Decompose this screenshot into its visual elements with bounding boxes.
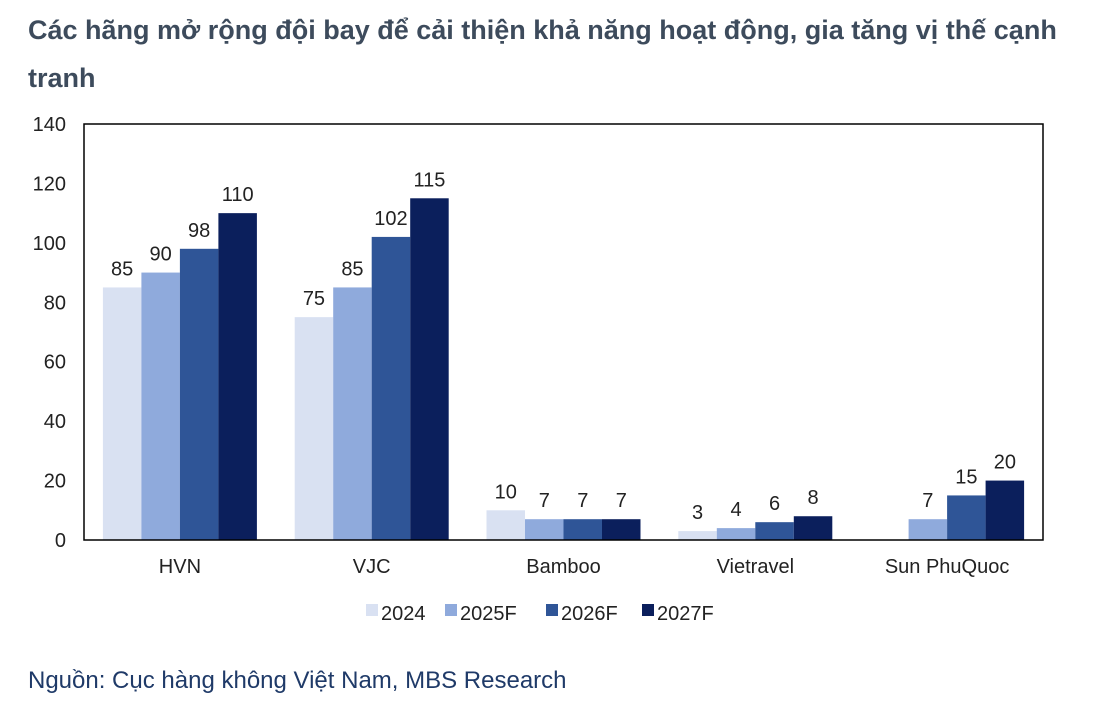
x-category-label: Bamboo [526, 556, 601, 578]
bar [985, 480, 1025, 540]
data-label: 115 [414, 169, 446, 191]
bar [947, 495, 986, 540]
data-label: 7 [616, 490, 627, 512]
chart-title: Các hãng mở rộng đội bay để cải thiện kh… [28, 15, 1057, 93]
data-label: 75 [303, 288, 325, 310]
legend-label: 2024 [381, 603, 426, 625]
bar [678, 531, 717, 540]
data-label: 102 [374, 208, 407, 230]
y-tick-label: 100 [33, 233, 66, 255]
source-note: Nguồn: Cục hàng không Việt Nam, MBS Rese… [28, 667, 567, 694]
data-labels: 85 90 98 110 75 85 102 115 10 7 7 7 3 4 6 8 7 15 20 [111, 169, 1016, 524]
bar [218, 213, 257, 540]
data-label: 85 [341, 258, 363, 280]
legend-label: 2027F [657, 603, 714, 625]
plot-frame [83, 123, 1044, 541]
bar [294, 317, 334, 540]
data-label: 110 [222, 184, 254, 206]
y-axis: 0 20 40 60 80 100 120 140 [33, 114, 66, 552]
legend-swatch [445, 604, 457, 616]
x-category-label: HVN [159, 556, 201, 578]
bar [602, 519, 641, 540]
y-tick-label: 80 [44, 292, 66, 314]
x-category-label: Sun PhuQuoc [885, 556, 1010, 578]
data-label: 10 [495, 481, 517, 503]
data-label: 4 [730, 499, 741, 521]
bar [141, 272, 180, 540]
x-category-label: VJC [353, 556, 391, 578]
bar [716, 528, 756, 540]
legend-swatch [546, 604, 558, 616]
bars [102, 198, 1025, 541]
data-label: 6 [769, 493, 780, 515]
y-tick-label: 0 [55, 530, 66, 552]
data-label: 20 [994, 452, 1016, 474]
y-tick-label: 140 [33, 114, 66, 136]
x-category-label: Vietravel [717, 556, 794, 578]
legend: 2024 2025F 2026F 2027F [366, 603, 714, 625]
x-axis: HVN VJC Bamboo Vietravel Sun PhuQuoc [159, 556, 1010, 578]
bar [793, 516, 833, 540]
bar [563, 519, 602, 540]
data-label: 85 [111, 258, 133, 280]
y-tick-label: 20 [44, 471, 66, 493]
bar [371, 236, 411, 540]
bar [755, 522, 794, 540]
legend-label: 2025F [460, 603, 517, 625]
bar [179, 248, 219, 541]
legend-swatch [366, 604, 378, 616]
data-label: 7 [577, 490, 588, 512]
legend-swatch [642, 604, 654, 616]
bar-chart: 0 20 40 60 80 100 120 140 85 90 98 110 75 85 102 115 10… [33, 114, 1044, 625]
bar [908, 519, 948, 540]
data-label: 98 [188, 220, 210, 242]
data-label: 15 [955, 466, 977, 488]
bar [486, 510, 525, 540]
data-label: 7 [922, 490, 933, 512]
data-label: 90 [150, 244, 172, 266]
legend-label: 2026F [561, 603, 618, 625]
data-label: 8 [807, 487, 818, 509]
bar [333, 287, 372, 540]
bar [525, 519, 564, 540]
y-tick-label: 120 [33, 173, 66, 195]
data-label: 7 [539, 490, 550, 512]
data-label: 3 [692, 502, 703, 524]
bar [102, 287, 142, 540]
bar [410, 198, 449, 541]
y-tick-label: 60 [44, 352, 66, 374]
y-tick-label: 40 [44, 411, 66, 433]
